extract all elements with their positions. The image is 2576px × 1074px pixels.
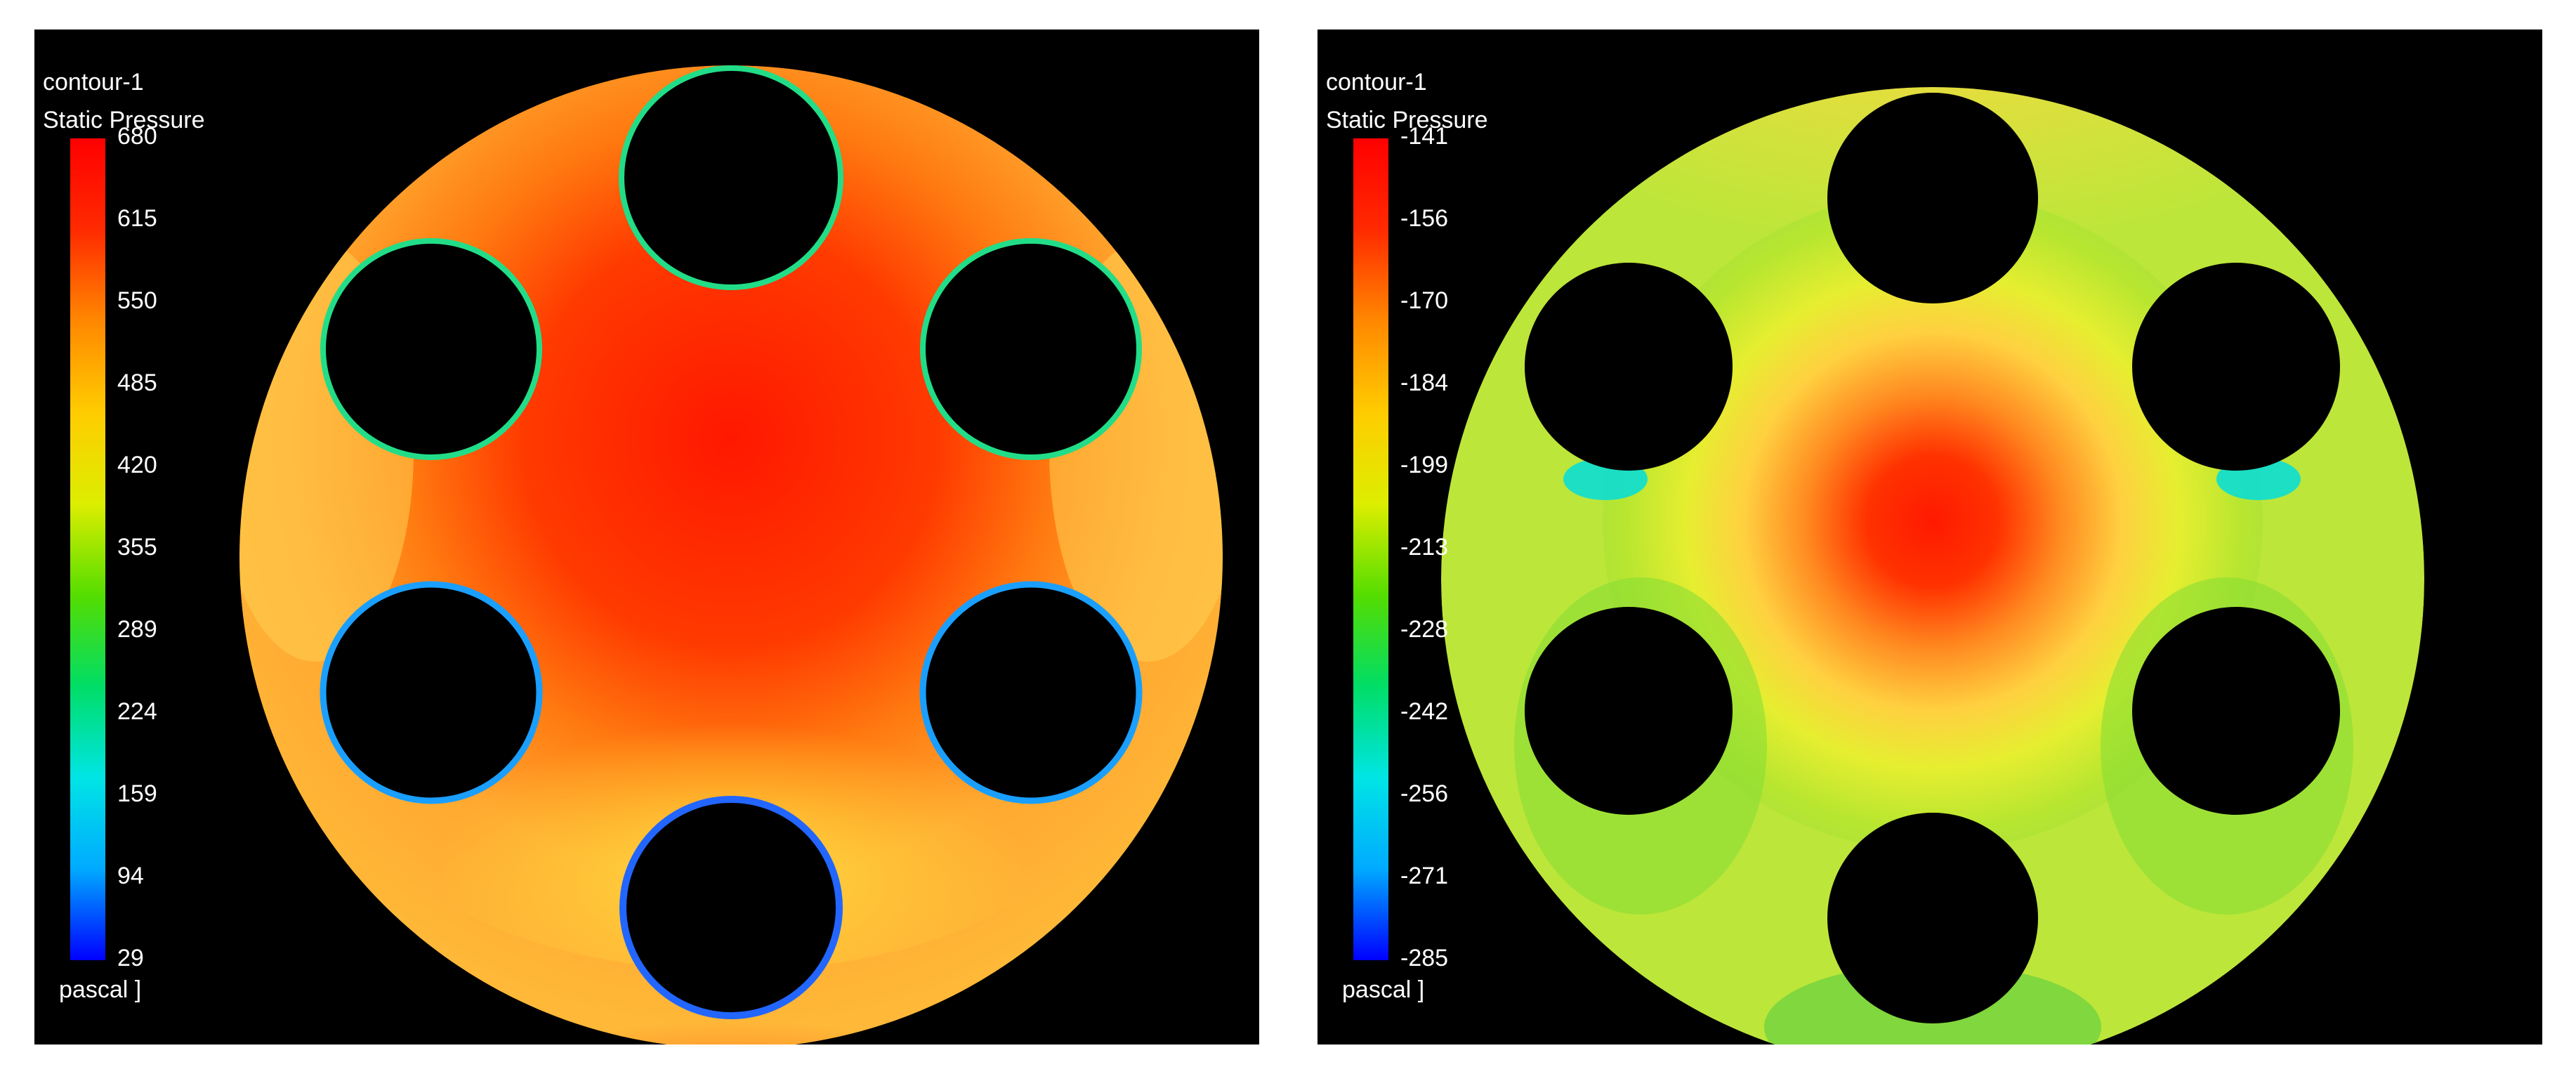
colorbar-tick-label: 615 [117, 205, 157, 232]
hole-lower-right [919, 581, 1143, 804]
colorbar-left [70, 138, 105, 960]
hole-upper-right [2132, 263, 2340, 471]
hole-bottom [619, 796, 843, 1019]
contour-panel-right: contour-1 Static Pressure -141 -156 -170 -1… [1317, 30, 2542, 1044]
colorbar-tick-label: 420 [117, 452, 157, 478]
colorbar-tick-label: 289 [117, 616, 157, 643]
hole-upper-left [320, 238, 542, 460]
hole-lower-right [2132, 607, 2340, 815]
hole-bottom [1827, 813, 2038, 1023]
legend-title: contour-1 [1326, 69, 1427, 96]
colorbar-tick-label: 29 [117, 945, 144, 971]
colorbar-tick-label: -141 [1400, 123, 1449, 150]
pressure-contour-plot-right [1441, 87, 2424, 1044]
colorbar-tick-label: 485 [117, 369, 157, 396]
colorbar-tick-label: -170 [1400, 287, 1449, 314]
colorbar-tick-label: -199 [1400, 452, 1449, 478]
hole-lower-left [1525, 607, 1733, 815]
holes-left [320, 65, 1143, 1019]
hole-top [1827, 93, 2038, 303]
colorbar-tick-label: 680 [117, 123, 157, 150]
legend-units: pascal ] [59, 976, 142, 1003]
colorbar-right [1353, 138, 1388, 960]
colorbar-tick-label: 550 [117, 287, 157, 314]
colorbar-tick-label: -256 [1400, 780, 1449, 807]
colorbar-tick-label: -228 [1400, 616, 1449, 643]
colorbar-tick-label: 355 [117, 534, 157, 561]
contour-panel-left: contour-1 Static Pressure 680 615 550 485 42… [34, 30, 1259, 1044]
legend-title: contour-1 [43, 69, 144, 96]
colorbar-tick-label: -156 [1400, 205, 1449, 232]
colorbar-tick-label: -242 [1400, 698, 1449, 725]
holes-right [1525, 93, 2340, 1023]
hole-lower-left [320, 581, 543, 804]
hole-top [619, 65, 843, 290]
legend-units: pascal ] [1342, 976, 1425, 1003]
colorbar-tick-label: -271 [1400, 863, 1449, 889]
colorbar-tick-label: 224 [117, 698, 157, 725]
legend-quantity: Static Pressure [1326, 107, 1488, 133]
colorbar-tick-label: -184 [1400, 369, 1449, 396]
colorbar-tick-label: 94 [117, 863, 144, 889]
hole-upper-left [1525, 263, 1733, 471]
colorbar-tick-label: -213 [1400, 534, 1449, 561]
colorbar-tick-label: 159 [117, 780, 157, 807]
hole-upper-right [920, 238, 1142, 460]
pressure-contour-plot-left [239, 65, 1223, 1044]
legend-quantity: Static Pressure [43, 107, 205, 133]
colorbar-tick-label: -285 [1400, 945, 1449, 971]
